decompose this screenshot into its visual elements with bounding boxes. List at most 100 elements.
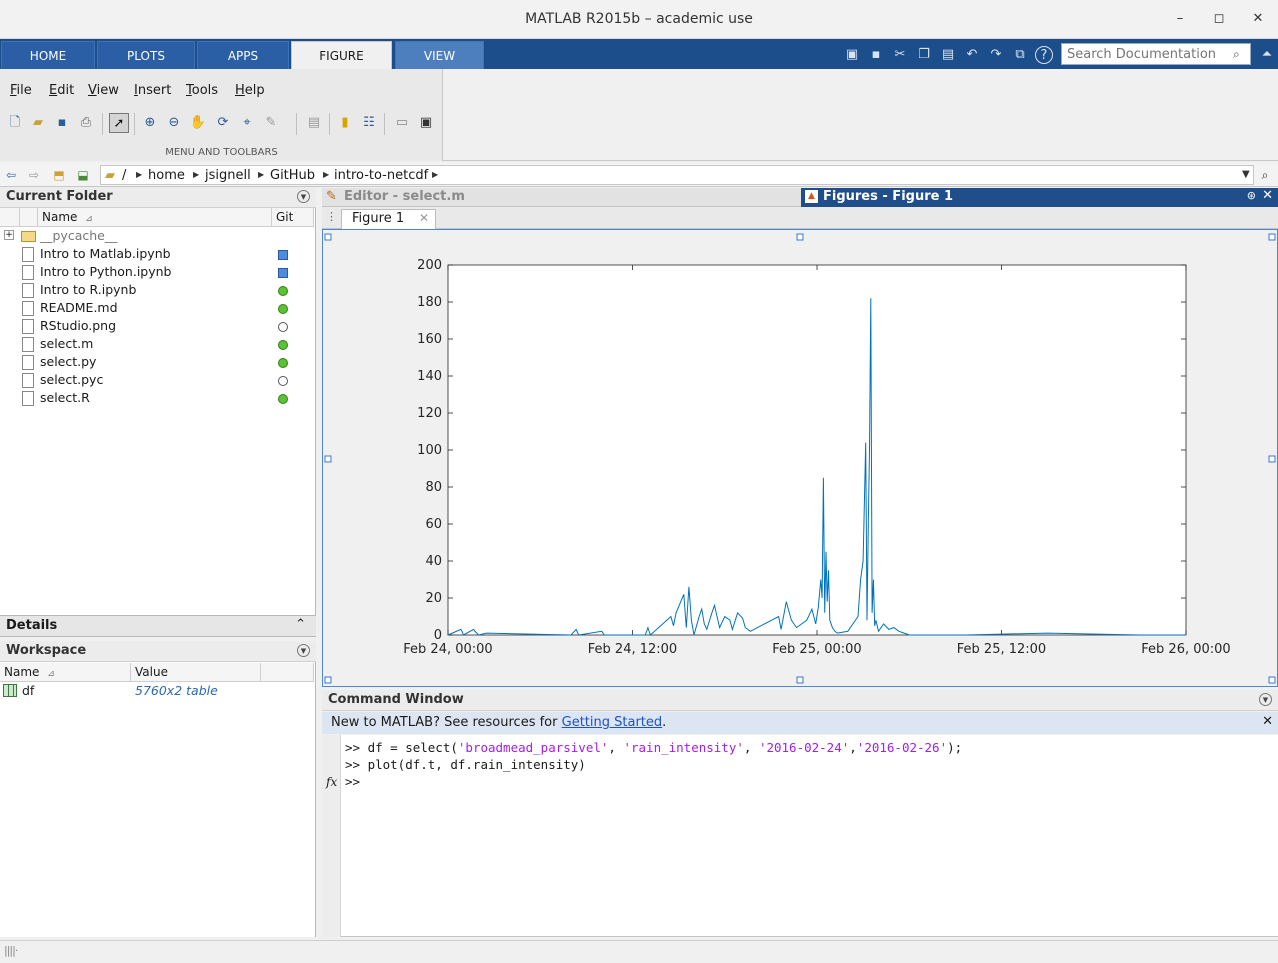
rotate-3d-icon[interactable]: ⟳ [217, 115, 229, 130]
rain-intensity-plot[interactable]: 0 20 40 60 80 100 120 140 160 180 200 Feb 24, 00:00… [323, 230, 1277, 686]
tab-apps[interactable]: APPS [197, 41, 289, 69]
panel-actions-icon[interactable]: ▼ [297, 644, 310, 657]
save-icon[interactable]: ▪ [871, 47, 881, 62]
tab-view[interactable]: VIEW [395, 41, 484, 69]
breadcrumb-separator-icon: ▶ [258, 170, 265, 179]
search-folder-icon[interactable]: ⌕ [1261, 168, 1269, 182]
workspace-extra-column-header[interactable] [261, 663, 314, 682]
tab-plots[interactable]: PLOTS [97, 41, 195, 69]
list-item[interactable]: select.R [0, 390, 314, 408]
help-icon[interactable]: ? [1035, 46, 1053, 64]
type-column-header[interactable] [0, 208, 20, 227]
menu-help[interactable]: Help [235, 83, 265, 98]
editor-header[interactable]: ✎ Editor - select.m [322, 188, 802, 207]
pan-hand-icon[interactable]: ✋ [189, 115, 207, 130]
list-item[interactable]: + __pycache__ [0, 228, 314, 246]
legend-icon[interactable]: ☷ [363, 115, 375, 130]
function-browser-icon[interactable]: fx [326, 775, 338, 789]
data-cursor-icon[interactable]: ⌖ [243, 115, 251, 130]
menu-file[interactable]: File [10, 83, 32, 98]
list-item[interactable]: select.pyc [0, 372, 314, 390]
back-arrow-icon[interactable]: ⇦ [5, 168, 17, 182]
maximize-icon[interactable]: ◻ [1213, 11, 1225, 26]
figures-menu-icon[interactable]: ⊛ [1246, 189, 1256, 202]
undo-icon[interactable]: ↶ [966, 47, 978, 62]
drag-handle-icon[interactable]: ⋮ [326, 210, 337, 223]
tab-home[interactable]: HOME [1, 41, 95, 69]
menu-edit[interactable]: Edit [49, 83, 75, 98]
list-item[interactable]: select.py [0, 354, 314, 372]
paste-icon[interactable]: ▤ [941, 47, 955, 62]
tab-figure[interactable]: FIGURE [291, 41, 392, 69]
tab-figure-1[interactable]: Figure 1 ✕ [341, 209, 436, 229]
search-icon[interactable]: ⌕ [1233, 47, 1240, 61]
command-prompt[interactable]: >> [345, 774, 361, 789]
print-icon[interactable]: ⎙ [80, 115, 92, 130]
ribbon-body: File Edit View Insert Tools Help 🗋 ▰ ▪ ⎙… [0, 69, 1278, 161]
menu-view[interactable]: View [88, 83, 119, 98]
path-dropdown-icon[interactable]: ▼ [1242, 169, 1250, 180]
browse-folder-icon[interactable]: ⬓ [77, 168, 89, 182]
figures-header[interactable]: ▲ Figures - Figure 1 ⊛ ✕ [801, 188, 1278, 207]
menu-tools[interactable]: Tools [186, 83, 219, 98]
name-column-header[interactable]: Name ⊿ [38, 208, 272, 227]
zoom-in-icon[interactable]: ⊕ [144, 115, 156, 130]
list-item[interactable]: Intro to Python.ipynb [0, 264, 314, 282]
breadcrumb-jsignell[interactable]: jsignell [205, 168, 251, 183]
panel-actions-icon[interactable]: ▼ [1259, 693, 1272, 706]
search-documentation-input[interactable] [1061, 43, 1251, 65]
breadcrumb-home[interactable]: home [148, 168, 185, 183]
link-plot-icon[interactable]: ▤ [307, 115, 321, 130]
getting-started-link[interactable]: Getting Started [561, 715, 663, 730]
y-tick-label: 120 [417, 406, 442, 421]
toolstrip-shortcut-icon[interactable]: ▣ [845, 47, 859, 62]
copy-icon[interactable]: ❐ [918, 47, 930, 62]
folder-icon: ▰ [105, 168, 115, 183]
path-breadcrumb[interactable]: ▰ / ▶ home ▶ jsignell ▶ GitHub ▶ intro-t… [100, 165, 1254, 185]
switch-windows-icon[interactable]: ⧉ [1015, 47, 1025, 62]
list-item[interactable]: Intro to R.ipynb [0, 282, 314, 300]
list-item[interactable]: README.md [0, 300, 314, 318]
icon-column-header[interactable] [20, 208, 38, 227]
open-file-icon[interactable]: ▰ [33, 115, 43, 130]
breadcrumb-root[interactable]: / [122, 168, 127, 183]
close-banner-icon[interactable]: ✕ [1262, 714, 1273, 729]
brush-icon[interactable]: ✎ [265, 115, 277, 130]
panel-actions-icon[interactable]: ▼ [297, 190, 310, 203]
list-item[interactable]: RStudio.png [0, 318, 314, 336]
collapse-toolstrip-icon[interactable]: ⏶ [1261, 47, 1273, 62]
list-item[interactable]: Intro to Matlab.ipynb [0, 246, 314, 264]
zoom-out-icon[interactable]: ⊖ [168, 115, 180, 130]
command-window-body[interactable]: fx >> df = select('broadmead_parsivel', … [322, 735, 1278, 937]
close-figures-icon[interactable]: ✕ [1262, 188, 1273, 203]
figure-canvas[interactable]: 0 20 40 60 80 100 120 140 160 180 200 Feb 24, 00:00… [322, 229, 1278, 687]
cut-icon[interactable]: ✂ [894, 47, 906, 62]
colorbar-icon[interactable]: ▮ [341, 115, 349, 130]
menu-insert[interactable]: Insert [134, 83, 172, 98]
hide-plot-tools-icon[interactable]: ▭ [395, 115, 409, 130]
save-figure-icon[interactable]: ▪ [57, 115, 67, 130]
current-folder-panel: Current Folder ▼ Name ⊿ Git + __pycache__… [0, 187, 316, 615]
git-status-icon [278, 394, 288, 404]
forward-arrow-icon[interactable]: ⇨ [28, 168, 40, 182]
new-figure-icon[interactable]: 🗋 [9, 115, 21, 130]
workspace-value-column-header[interactable]: Value [131, 663, 261, 682]
show-plot-tools-icon[interactable]: ▣ [419, 115, 433, 130]
breadcrumb-intro-to-netcdf[interactable]: intro-to-netcdf [334, 168, 429, 183]
minimize-icon[interactable]: – [1176, 11, 1184, 26]
redo-icon[interactable]: ↷ [990, 47, 1002, 62]
expand-folder-icon[interactable]: + [4, 230, 14, 240]
git-column-header[interactable]: Git [272, 208, 314, 227]
close-icon[interactable]: ✕ [1252, 11, 1264, 26]
breadcrumb-github[interactable]: GitHub [270, 168, 316, 183]
close-tab-icon[interactable]: ✕ [418, 211, 429, 225]
details-panel-header[interactable]: Details ⌃ [0, 615, 316, 637]
selection-handle [324, 676, 332, 684]
up-folder-icon[interactable]: ⬒ [53, 168, 65, 182]
edit-plot-arrow-icon[interactable]: ➚ [109, 113, 129, 133]
toolbar-separator [134, 113, 135, 135]
list-item[interactable]: select.m [0, 336, 314, 354]
workspace-row[interactable]: df 5760x2 table [0, 682, 314, 700]
expand-details-icon[interactable]: ⌃ [295, 617, 306, 632]
workspace-name-column-header[interactable]: Name ⊿ [0, 663, 131, 682]
